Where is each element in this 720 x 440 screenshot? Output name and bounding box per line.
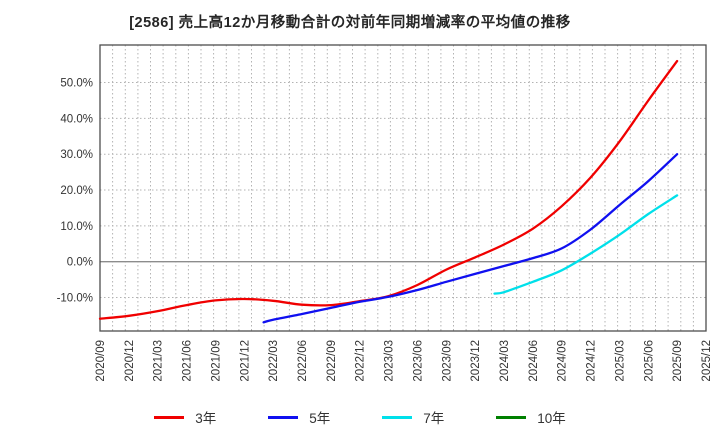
x-tick-label: 2025/03 (614, 340, 626, 382)
x-tick-label: 2024/06 (528, 340, 540, 382)
legend-swatch-icon (154, 415, 185, 419)
x-tick-label: 2022/09 (326, 340, 338, 382)
legend: 3年 5年 7年 10年 (0, 407, 720, 427)
legend-item-10年: 10年 (496, 407, 566, 427)
legend-label: 5年 (309, 411, 331, 426)
x-tick-label: 2024/12 (586, 340, 598, 382)
plot-border (99, 44, 707, 332)
y-tick-label: -10.0% (57, 293, 93, 305)
y-tick-label: 20.0% (60, 185, 93, 197)
legend-item-7年: 7年 (382, 407, 444, 427)
x-tick-label: 2020/09 (95, 340, 107, 382)
legend-swatch-icon (268, 415, 299, 419)
x-tick-label: 2023/06 (412, 340, 424, 382)
x-tick-label: 2021/03 (153, 340, 165, 382)
x-tick-label: 2021/12 (239, 340, 251, 382)
x-tick-label: 2024/09 (557, 340, 569, 382)
legend-swatch-icon (382, 415, 413, 419)
legend-item-5年: 5年 (268, 407, 330, 427)
y-tick-label: 0.0% (67, 257, 93, 269)
x-tick-label: 2022/12 (355, 340, 367, 382)
legend-label: 10年 (537, 411, 566, 426)
y-tick-label: 50.0% (60, 78, 93, 90)
legend-label: 3年 (195, 411, 217, 426)
series-line-7年 (493, 194, 679, 295)
x-tick-label: 2024/03 (499, 340, 511, 382)
chart-title: [2586] 売上高12か月移動合計の対前年同期増減率の平均値の推移 (129, 15, 571, 31)
x-tick-label: 2023/03 (384, 340, 396, 382)
legend-label: 7年 (423, 411, 445, 426)
y-tick-label: 10.0% (60, 221, 93, 233)
x-tick-label: 2022/06 (297, 340, 309, 382)
x-tick-label: 2022/03 (268, 340, 280, 382)
x-tick-label: 2020/12 (124, 340, 136, 382)
series-line-5年 (262, 153, 679, 324)
y-tick-label: 30.0% (60, 149, 93, 161)
x-tick-label: 2025/06 (643, 340, 655, 382)
legend-item-3年: 3年 (154, 407, 216, 427)
x-tick-label: 2021/06 (182, 340, 194, 382)
x-tick-label: 2023/09 (441, 340, 453, 382)
y-tick-label: 40.0% (60, 113, 93, 125)
legend-swatch-icon (496, 415, 527, 419)
x-tick-label: 2025/09 (672, 340, 684, 382)
x-tick-label: 2023/12 (470, 340, 482, 382)
x-tick-label: 2021/09 (210, 340, 222, 382)
x-tick-label: 2025/12 (701, 340, 713, 382)
